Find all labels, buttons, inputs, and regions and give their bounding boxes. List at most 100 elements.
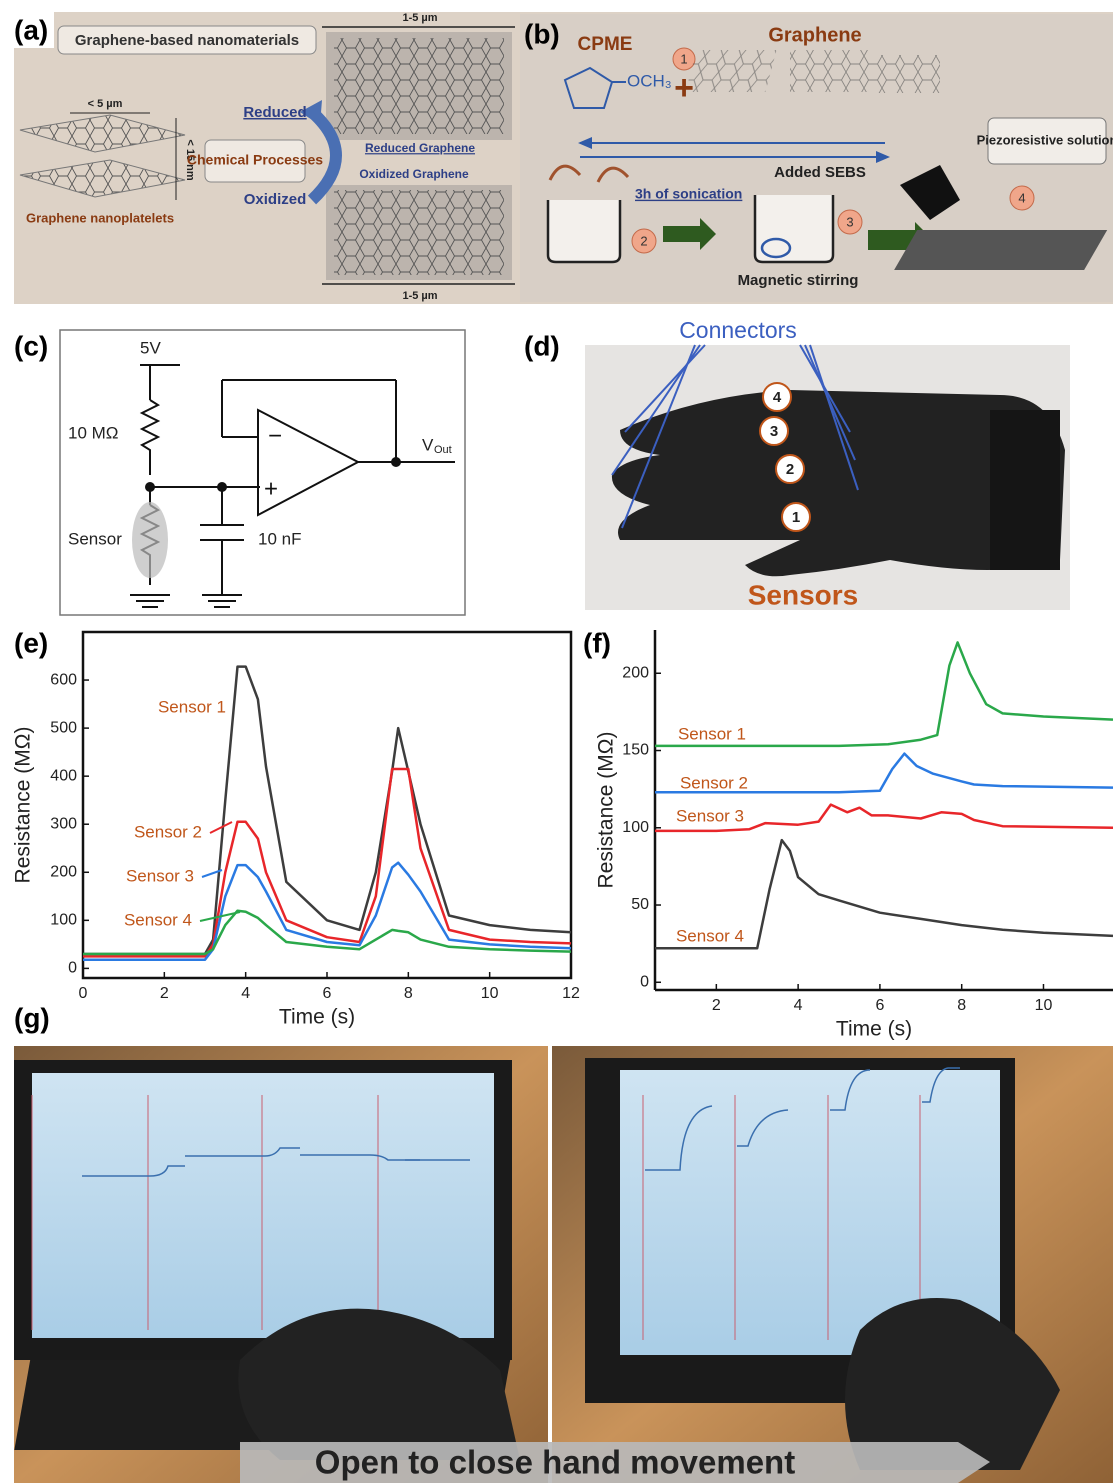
y-tick-label: 0 <box>640 973 649 990</box>
finger-badge <box>759 416 789 446</box>
sensor-label: Sensor <box>68 529 122 548</box>
label-arrow <box>199 911 241 922</box>
step: 3 <box>846 214 853 229</box>
x-tick-label: 6 <box>323 985 332 1002</box>
box-title: Chemical Processes <box>187 152 323 168</box>
circuit-frame <box>59 329 466 616</box>
caption: Reduced Graphene <box>365 141 475 155</box>
capacitor-label: 10 nF <box>258 529 301 548</box>
sensors-label: Sensors <box>748 579 859 610</box>
screen-traces <box>82 1067 960 1177</box>
platelet <box>19 159 186 198</box>
vout-label: V <box>422 435 434 454</box>
series-line <box>655 838 1113 950</box>
series-label: Sensor 2 <box>680 773 748 792</box>
finger-number: 4 <box>773 389 782 406</box>
x-tick-label: 0 <box>79 985 88 1002</box>
y-tick-label: 600 <box>50 671 77 688</box>
caption: Magnetic stirring <box>738 272 859 289</box>
y-tick-label: 150 <box>622 742 649 759</box>
finger-badge <box>781 502 811 532</box>
y-tick-label: 400 <box>50 767 77 784</box>
box <box>204 139 306 183</box>
y-axis-title: Resistance (MΩ) <box>12 727 35 884</box>
x-tick-label: 4 <box>794 997 803 1014</box>
arrow-head <box>876 151 890 163</box>
connectors-label: Connectors <box>679 317 797 343</box>
node <box>391 457 401 467</box>
step: 4 <box>1018 190 1025 205</box>
plus: + <box>264 475 278 502</box>
supply-label: 5V <box>140 338 161 357</box>
arrow-head <box>300 100 322 125</box>
series-line <box>655 752 1113 794</box>
sheet <box>334 38 504 134</box>
label-bg <box>14 12 54 48</box>
circuit <box>130 364 455 608</box>
caption: Oxidized Graphene <box>359 167 469 181</box>
laptop-screen <box>32 1073 494 1338</box>
glove <box>845 1298 1060 1470</box>
reagent: Graphene <box>768 24 861 46</box>
minus: − <box>268 422 282 449</box>
panel-label: (e) <box>14 627 48 658</box>
reagent: CPME <box>578 34 633 55</box>
step: 2 <box>640 233 647 248</box>
series-label: Sensor 1 <box>158 697 226 716</box>
label-arrow <box>209 821 233 834</box>
panel-label: (b) <box>524 18 560 49</box>
y-axis-title: Resistance (MΩ) <box>595 732 618 889</box>
dimension: < 15 nm <box>184 139 196 180</box>
step-badge <box>1009 185 1035 211</box>
y-tick-label: 200 <box>50 863 77 880</box>
step-badge <box>837 209 863 235</box>
y-tick-label: 500 <box>50 719 77 736</box>
series-label: Sensor 3 <box>676 806 744 825</box>
x-tick-label: 2 <box>712 997 721 1014</box>
x-tick-label: 2 <box>160 985 169 1002</box>
sonic-wave <box>596 166 630 183</box>
box-title: Piezoresistive solution <box>977 132 1113 147</box>
dimension: 1-5 µm <box>402 290 437 302</box>
flow-arrow <box>663 218 716 250</box>
flake <box>685 50 777 92</box>
series-line <box>655 641 1113 748</box>
box <box>57 25 317 55</box>
x-tick-label: 8 <box>404 985 413 1002</box>
arrow-head <box>578 137 592 149</box>
panel-label: (g) <box>14 1002 50 1033</box>
series-line <box>655 803 1113 833</box>
caption: Added SEBS <box>774 164 866 181</box>
process: Oxidized <box>244 191 307 208</box>
step: 1 <box>680 51 687 66</box>
arrow <box>307 107 342 205</box>
y-tick-label: 50 <box>631 896 649 913</box>
y-tick-label: 300 <box>50 815 77 832</box>
molecule <box>563 66 614 109</box>
panel-label: (a) <box>14 14 48 45</box>
box-title: Graphene-based nanomaterials <box>75 32 299 49</box>
x-tick-label: 10 <box>1035 997 1053 1014</box>
panel-label: (f) <box>583 627 611 658</box>
beaker <box>753 195 835 264</box>
label-arrow <box>201 869 223 878</box>
x-tick-label: 10 <box>481 985 499 1002</box>
glove <box>611 390 1065 577</box>
stir-bar <box>760 237 792 259</box>
series-label: Sensor 2 <box>134 822 202 841</box>
banner-arrow <box>240 1442 990 1483</box>
pour <box>900 165 960 220</box>
x-tick-label: 6 <box>875 997 884 1014</box>
node <box>217 482 227 492</box>
box <box>987 117 1107 165</box>
flake <box>870 55 940 93</box>
finger-number: 1 <box>792 509 800 526</box>
dimension: 1-5 µm <box>402 12 437 24</box>
beaker <box>546 200 622 264</box>
finger-number: 2 <box>786 461 794 478</box>
pointer-lines <box>611 344 859 529</box>
sensor-highlight <box>132 502 168 578</box>
caption: 3h of sonication <box>635 186 742 202</box>
finger-number: 3 <box>770 423 778 440</box>
